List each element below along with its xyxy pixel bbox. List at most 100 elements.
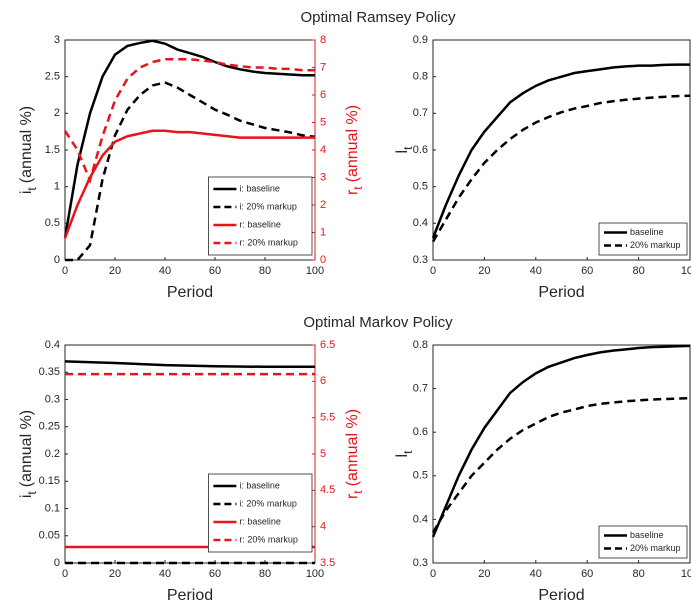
legend-label: r: 20% markup (239, 237, 298, 247)
label-subscript: t (351, 186, 365, 190)
y2-tick-label: 5.5 (320, 412, 335, 424)
y-tick-label: 0.8 (413, 71, 428, 83)
legend-label: baseline (630, 227, 664, 237)
y-tick-label: 0.35 (39, 366, 60, 378)
legend-label: 20% markup (630, 543, 681, 553)
y2-tick-label: 0 (320, 254, 326, 266)
section-title: Optimal Markov Policy (303, 314, 453, 331)
y-tick-label: 0.6 (413, 426, 428, 438)
x-tick-label: 60 (209, 265, 221, 277)
x-tick-label: 60 (581, 568, 593, 580)
label-symbol: l (394, 454, 411, 458)
y-tick-label: 2.5 (45, 71, 60, 83)
y2-tick-label: 2 (320, 199, 326, 211)
legend-label: baseline (630, 530, 664, 540)
x-tick-label: 20 (109, 265, 121, 277)
label-subscript: t (25, 187, 39, 191)
label-subscript: t (401, 146, 415, 150)
label-unit: (annual %) (344, 105, 361, 182)
legend-label: i: baseline (239, 480, 280, 490)
x-tick-label: 40 (159, 265, 171, 277)
y-tick-label: 0.5 (413, 470, 428, 482)
label-symbol: r (344, 189, 361, 195)
y-tick-label: 0.4 (45, 339, 60, 351)
x-tick-label: 0 (430, 265, 436, 277)
y-tick-label: 0.7 (413, 383, 428, 395)
label-symbol: i (18, 495, 35, 499)
label-subscript: t (401, 450, 415, 454)
y2-tick-label: 1 (320, 226, 326, 238)
x-tick-label: 80 (259, 568, 271, 580)
y-tick-label: 0.4 (413, 513, 428, 525)
x-tick-label: 0 (430, 568, 436, 580)
y-tick-label: 0 (54, 557, 60, 569)
y-axis-label: it (annual %) (18, 106, 39, 194)
y2-tick-label: 4.5 (320, 484, 335, 496)
label-unit: (annual %) (18, 106, 35, 183)
y-tick-label: 0.2 (45, 448, 60, 460)
x-tick-label: 80 (259, 265, 271, 277)
x-axis-label: Period (538, 587, 584, 604)
series-line (64, 360, 315, 369)
y-axis-label: it (annual %) (18, 410, 39, 498)
y2-tick-label: 5 (320, 116, 326, 128)
series-line (63, 58, 315, 185)
y-tick-label: 0.3 (45, 393, 60, 405)
y-tick-label: 0.4 (413, 217, 428, 229)
x-axis-label: Period (167, 587, 213, 604)
x-tick-label: 60 (581, 265, 593, 277)
x-tick-label: 0 (62, 568, 68, 580)
y-axis-label: lt (394, 146, 415, 154)
y-tick-label: 0.6 (413, 144, 428, 156)
y-tick-label: 0 (54, 254, 60, 266)
legend-label: 20% markup (630, 240, 681, 250)
x-tick-label: 60 (209, 568, 221, 580)
y-axis-label: lt (394, 450, 415, 458)
y2-axis-label: rt (annual %) (344, 409, 365, 499)
legend-box (598, 525, 688, 559)
x-tick-label: 20 (478, 265, 490, 277)
legend-label: r: baseline (239, 516, 281, 526)
y2-tick-label: 6 (320, 89, 326, 101)
label-symbol: i (18, 191, 35, 195)
y-tick-label: 1.5 (45, 144, 60, 156)
legend-label: i: 20% markup (239, 201, 297, 211)
x-tick-label: 100 (681, 568, 691, 580)
series-line (431, 396, 691, 534)
y-tick-label: 0.1 (45, 502, 60, 514)
legend-label: i: baseline (239, 183, 280, 193)
series-line (65, 81, 316, 262)
x-tick-label: 100 (306, 568, 324, 580)
y-tick-label: 0.15 (39, 475, 60, 487)
y2-tick-label: 3 (320, 171, 326, 183)
y-tick-label: 0.5 (413, 181, 428, 193)
label-symbol: l (394, 150, 411, 154)
series-line (63, 39, 315, 239)
series-line (63, 129, 315, 239)
y2-tick-label: 6.5 (320, 339, 335, 351)
y-tick-label: 0.05 (39, 530, 60, 542)
x-tick-label: 40 (159, 568, 171, 580)
x-tick-label: 80 (632, 568, 644, 580)
label-subscript: t (25, 491, 39, 495)
x-axis-label: Period (538, 284, 584, 301)
y-tick-label: 0.5 (45, 217, 60, 229)
y-tick-label: 0.9 (413, 34, 428, 46)
y-tick-label: 3 (54, 34, 60, 46)
series-line (431, 63, 690, 239)
x-tick-label: 0 (62, 265, 68, 277)
y2-tick-label: 7 (320, 61, 326, 73)
x-tick-label: 80 (632, 265, 644, 277)
x-tick-label: 40 (530, 265, 542, 277)
label-subscript: t (351, 490, 365, 494)
y-tick-label: 1 (54, 181, 60, 193)
y2-axis-label: rt (annual %) (344, 105, 365, 195)
y2-tick-label: 6 (320, 375, 326, 387)
label-unit: (annual %) (18, 410, 35, 487)
label-unit: (annual %) (344, 409, 361, 486)
y-tick-label: 0.8 (413, 339, 428, 351)
x-tick-label: 40 (530, 568, 542, 580)
y-tick-label: 0.25 (39, 421, 60, 433)
x-tick-label: 20 (109, 568, 121, 580)
y-tick-label: 0.7 (413, 107, 428, 119)
